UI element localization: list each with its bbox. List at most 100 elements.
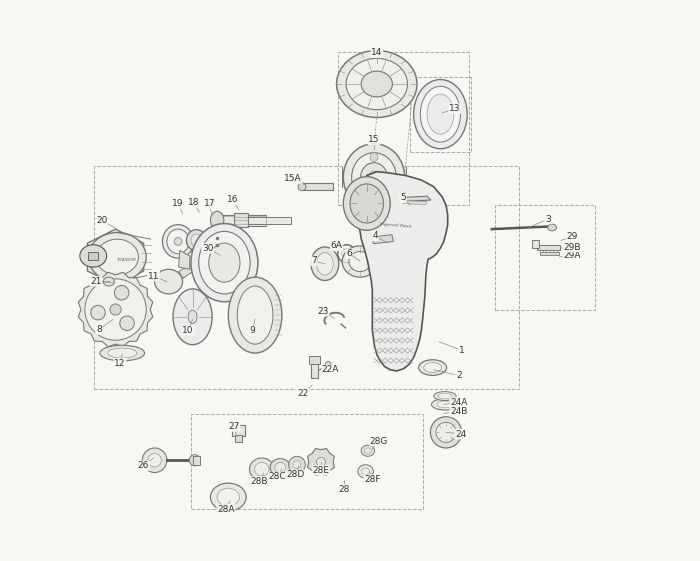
Bar	[191, 415, 423, 509]
Ellipse shape	[414, 80, 467, 149]
Ellipse shape	[368, 171, 379, 183]
Ellipse shape	[316, 457, 326, 466]
Ellipse shape	[298, 183, 306, 191]
Bar	[532, 240, 539, 248]
Ellipse shape	[434, 392, 456, 401]
Ellipse shape	[343, 144, 405, 211]
Bar	[235, 435, 241, 443]
Text: 24: 24	[455, 430, 466, 439]
Polygon shape	[178, 264, 195, 278]
Ellipse shape	[274, 462, 286, 472]
Text: 28C: 28C	[269, 472, 286, 481]
Text: 22: 22	[297, 389, 308, 398]
Ellipse shape	[191, 224, 258, 302]
Text: 3: 3	[545, 215, 551, 224]
Polygon shape	[402, 201, 427, 205]
Polygon shape	[178, 250, 190, 269]
Bar	[248, 217, 291, 224]
Text: 28F: 28F	[364, 475, 381, 484]
Text: 22A: 22A	[322, 365, 339, 374]
Bar	[234, 213, 248, 227]
Bar	[193, 456, 200, 465]
Text: 29: 29	[566, 232, 578, 241]
Text: 11: 11	[148, 272, 160, 280]
Ellipse shape	[209, 243, 240, 282]
Ellipse shape	[343, 177, 390, 230]
Bar	[216, 215, 266, 226]
Bar	[309, 356, 320, 364]
Ellipse shape	[360, 163, 387, 192]
Ellipse shape	[337, 50, 417, 117]
Bar	[94, 166, 519, 389]
Ellipse shape	[189, 454, 200, 466]
Text: 29B: 29B	[564, 242, 581, 251]
Bar	[540, 252, 559, 255]
Text: TITANIUM: TITANIUM	[117, 258, 136, 262]
Text: 23: 23	[318, 307, 329, 316]
Bar	[232, 425, 245, 436]
Polygon shape	[88, 252, 98, 260]
Polygon shape	[88, 229, 144, 285]
Ellipse shape	[237, 286, 273, 344]
Text: 14: 14	[371, 48, 382, 57]
Ellipse shape	[217, 488, 239, 506]
Text: 15: 15	[368, 135, 380, 144]
Text: 30: 30	[202, 243, 214, 252]
Text: 21: 21	[90, 277, 101, 286]
Bar	[410, 77, 471, 152]
Ellipse shape	[351, 153, 396, 202]
Ellipse shape	[361, 71, 393, 97]
Text: 18: 18	[188, 198, 200, 207]
Ellipse shape	[255, 462, 269, 476]
Ellipse shape	[370, 153, 378, 162]
Bar	[302, 183, 332, 190]
Ellipse shape	[114, 286, 129, 300]
Ellipse shape	[362, 468, 370, 475]
Ellipse shape	[420, 86, 461, 142]
Text: 15A: 15A	[284, 174, 302, 183]
Ellipse shape	[365, 448, 371, 453]
Ellipse shape	[155, 269, 183, 294]
Ellipse shape	[346, 58, 407, 110]
Text: 24A: 24A	[450, 398, 468, 407]
Polygon shape	[307, 448, 335, 475]
Ellipse shape	[211, 211, 224, 229]
Text: 7: 7	[311, 256, 316, 265]
Polygon shape	[404, 196, 431, 201]
Ellipse shape	[326, 361, 331, 367]
Bar	[216, 217, 266, 224]
Ellipse shape	[358, 465, 373, 478]
Ellipse shape	[350, 184, 384, 223]
Text: 28E: 28E	[312, 466, 330, 475]
Ellipse shape	[419, 360, 447, 375]
Ellipse shape	[211, 483, 246, 511]
Bar	[495, 205, 594, 310]
Ellipse shape	[80, 245, 106, 267]
Ellipse shape	[96, 239, 139, 275]
Ellipse shape	[427, 94, 454, 134]
Text: 24B: 24B	[450, 407, 468, 416]
Ellipse shape	[100, 345, 145, 361]
Ellipse shape	[431, 399, 458, 410]
Text: 6: 6	[346, 249, 352, 258]
Ellipse shape	[110, 304, 121, 315]
Ellipse shape	[349, 251, 371, 272]
Ellipse shape	[85, 279, 146, 340]
Text: 26: 26	[138, 461, 149, 470]
Ellipse shape	[188, 310, 197, 324]
Text: 28D: 28D	[286, 470, 304, 479]
Text: 28G: 28G	[370, 437, 389, 446]
Text: 16: 16	[227, 195, 239, 204]
Ellipse shape	[547, 224, 556, 231]
Ellipse shape	[249, 458, 274, 480]
Text: 10: 10	[183, 327, 194, 335]
Ellipse shape	[142, 448, 167, 472]
Polygon shape	[78, 272, 153, 347]
Ellipse shape	[91, 305, 105, 320]
Text: 12: 12	[114, 358, 126, 367]
Text: 28A: 28A	[217, 505, 234, 514]
Bar	[537, 245, 561, 250]
Ellipse shape	[88, 232, 146, 282]
Text: 17: 17	[204, 199, 215, 208]
Ellipse shape	[174, 237, 182, 245]
